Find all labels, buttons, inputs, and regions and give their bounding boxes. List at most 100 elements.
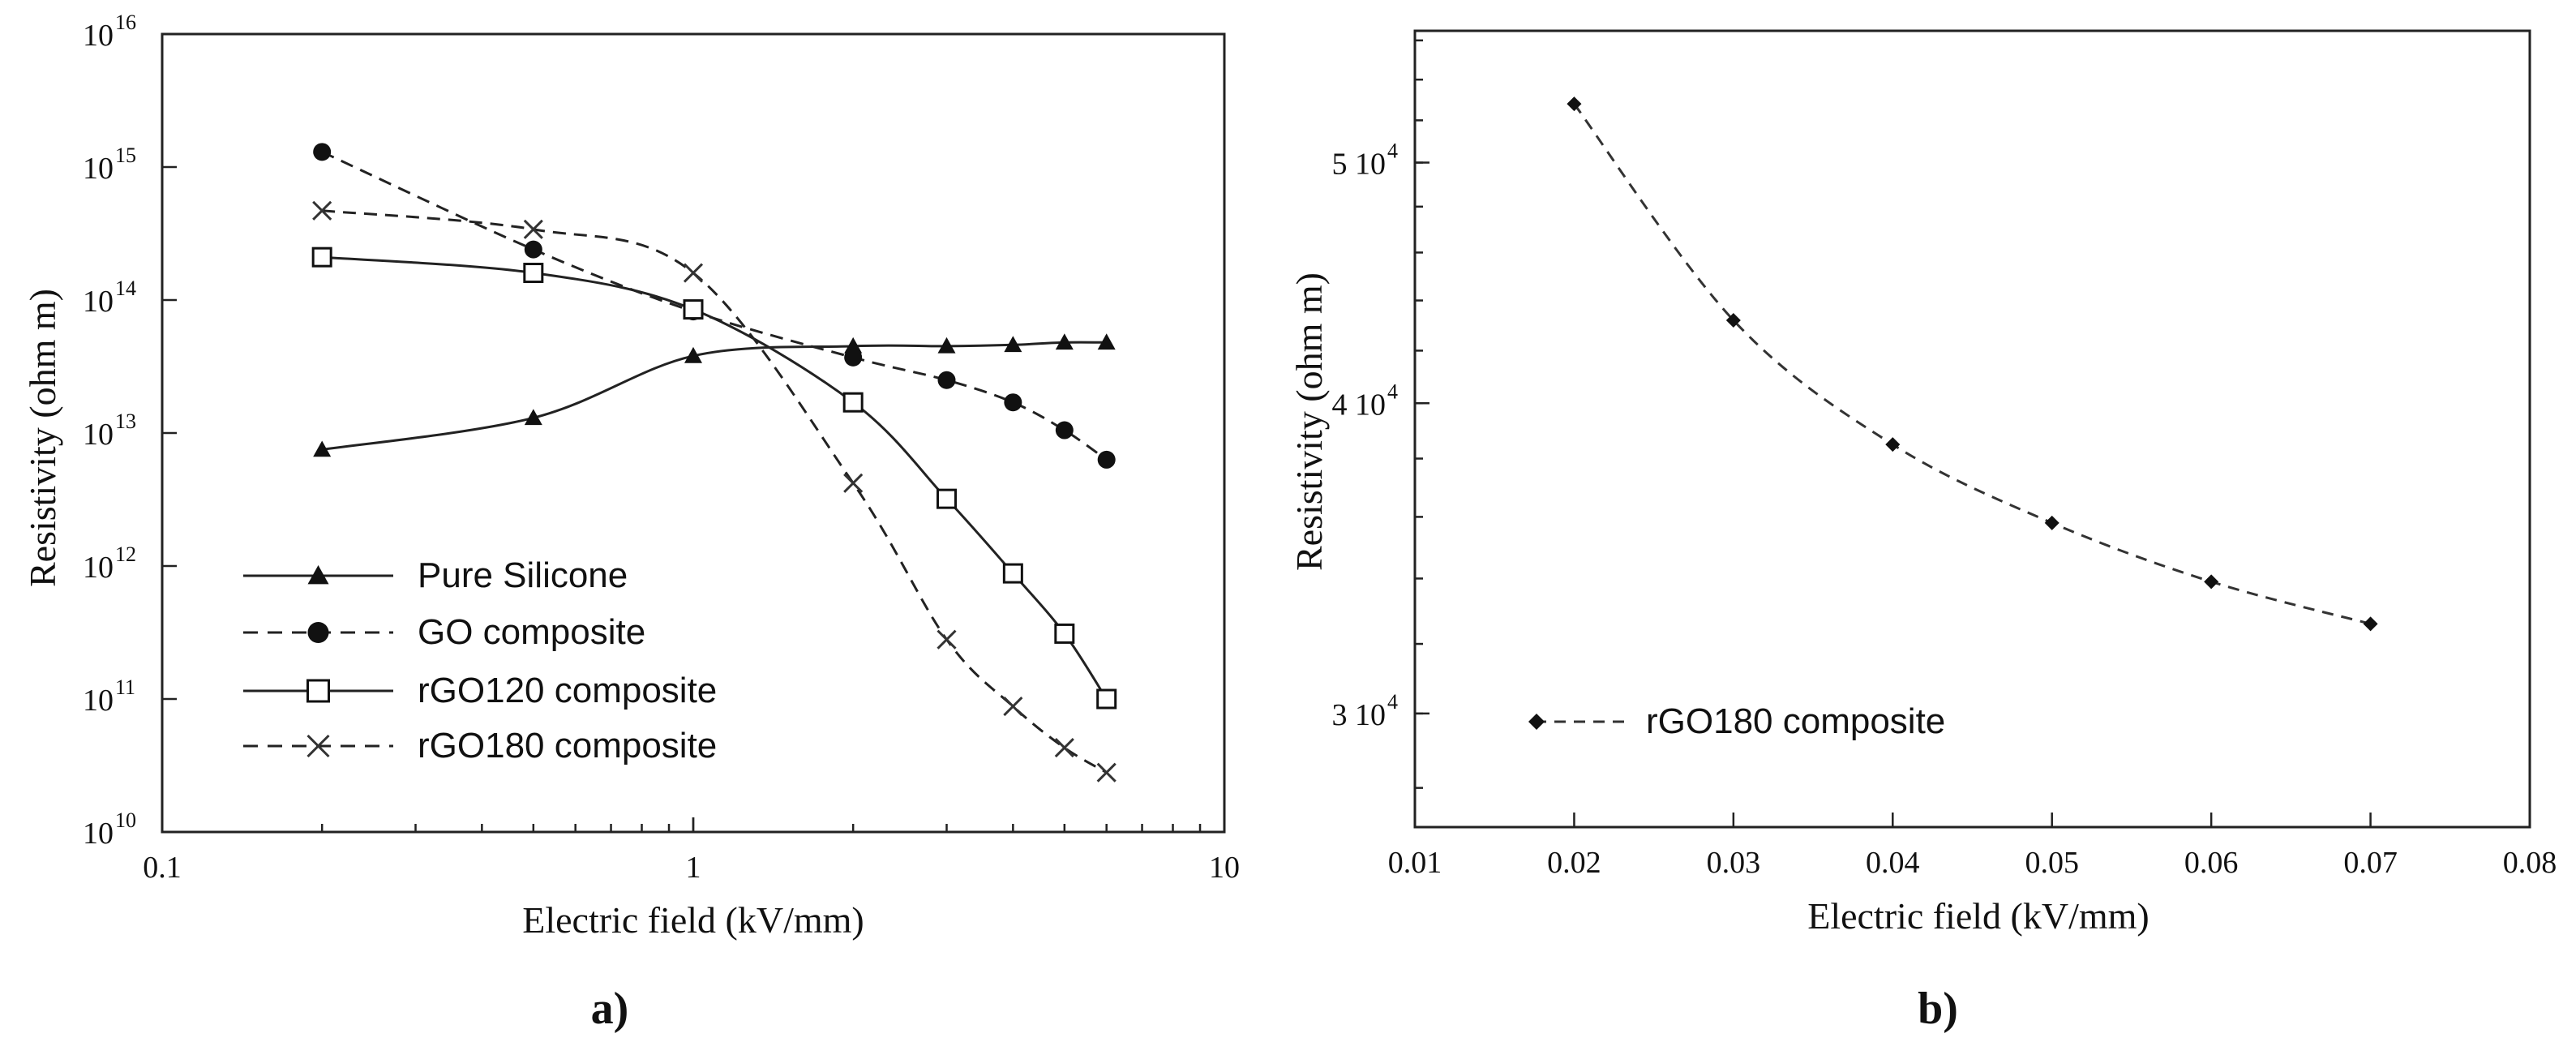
y-tick-label-exponent: 12 (115, 542, 136, 566)
y-tick-label-exponent: 15 (115, 144, 136, 167)
data-point-rgo180-composite-stroke (312, 200, 332, 221)
y-tick-label: 5 10 (1332, 148, 1387, 182)
y-tick-label-exponent: 13 (115, 410, 136, 433)
data-point-rgo180-composite (2363, 616, 2378, 632)
chart-a-ylabel: Resistivity (ohm m) (22, 289, 63, 587)
y-tick-label: 10 (83, 19, 114, 53)
chart-b-legend: rGO180 composite (1528, 701, 1945, 741)
series-line-pure-silicone (321, 341, 1107, 451)
chart-a-panel-label: a) (591, 984, 629, 1034)
y-tick-label-exponent: 4 (1387, 690, 1398, 714)
legend-label-rgo180-composite: rGO180 composite (1646, 701, 1945, 741)
y-tick-label: 10 (83, 152, 114, 186)
y-tick-label: 10 (83, 285, 114, 319)
data-point-rgo180-composite-stroke (937, 629, 957, 650)
data-point-rgo120-composite (523, 263, 544, 284)
data-point-rgo180-composite (312, 200, 332, 221)
data-point-rgo180-composite (2204, 574, 2219, 590)
x-tick-label: 0.1 (143, 851, 182, 885)
data-point-pure-silicone (313, 440, 332, 457)
legend-marker-rgo180-composite-stroke (306, 734, 330, 758)
data-point-pure-silicone (844, 337, 863, 354)
data-point-pure-silicone (1004, 336, 1022, 353)
data-point-rgo180-composite (1567, 96, 1582, 112)
x-tick-label: 0.02 (1547, 846, 1601, 880)
chart-b: 0.01 0.02 0.03 0.04 0.05 0.06 0.07 0.083 10 44 1… (1288, 29, 2557, 1034)
data-point-go-composite (524, 240, 542, 259)
y-tick-label: 10 (83, 551, 114, 585)
series-line-rgo180-composite (1573, 103, 2371, 625)
y-tick-label: 3 10 (1332, 698, 1387, 732)
data-point-rgo180-composite (2044, 515, 2060, 530)
y-tick-label-exponent: 14 (115, 277, 136, 300)
data-point-rgo180-composite (1054, 738, 1074, 758)
y-tick-label: 10 (83, 418, 114, 452)
data-point-go-composite (1004, 393, 1022, 412)
data-point-rgo180-composite (523, 219, 543, 239)
data-point-rgo180-composite-stroke (1096, 762, 1117, 783)
y-tick-label: 4 10 (1332, 388, 1387, 422)
data-point-go-composite (937, 371, 956, 389)
data-point-rgo120-composite (937, 488, 958, 509)
x-tick-label: 0.06 (2184, 846, 2239, 880)
y-tick-label: 10 (83, 817, 114, 851)
data-point-rgo120-composite (1002, 563, 1023, 584)
data-point-rgo180-composite (1003, 697, 1023, 717)
data-point-go-composite (844, 348, 863, 367)
data-point-rgo180-composite (1885, 437, 1901, 452)
data-point-rgo180-composite-stroke (1003, 697, 1023, 717)
data-point-rgo180-composite (683, 263, 704, 283)
chart-a-legend: Pure Silicone GO composite rGO120 composit… (243, 555, 717, 765)
data-point-rgo180-composite (843, 473, 864, 493)
y-tick-label-exponent: 11 (115, 675, 135, 699)
x-tick-label: 0.01 (1388, 846, 1442, 880)
chart-b-frame (1413, 29, 2531, 829)
legend-marker-go-composite (307, 622, 329, 643)
x-tick-label: 1 (686, 851, 701, 885)
series-line-go-composite (321, 150, 1108, 461)
y-tick-label-exponent: 4 (1387, 139, 1398, 163)
legend-marker-rgo120-composite (306, 679, 330, 703)
x-tick-label: 10 (1209, 851, 1240, 885)
x-tick-label: 0.04 (1866, 846, 1920, 880)
data-point-rgo120-composite (842, 392, 864, 413)
legend-label-rgo120-composite: rGO120 composite (418, 671, 717, 710)
legend-marker-rgo180-composite (1528, 714, 1545, 730)
data-point-rgo180-composite-stroke (1054, 738, 1074, 758)
chart-a-xlabel: Electric field (kV/mm) (522, 899, 864, 941)
legend-marker-rgo180-composite (306, 734, 330, 758)
y-tick-label-exponent: 4 (1387, 379, 1398, 403)
y-tick-label-exponent: 16 (115, 11, 136, 34)
data-point-rgo180-composite (937, 629, 957, 650)
data-point-rgo120-composite (683, 299, 704, 320)
y-tick-label-exponent: 10 (115, 808, 136, 832)
data-point-go-composite (313, 143, 332, 161)
data-point-pure-silicone (1097, 333, 1116, 350)
data-point-rgo180-composite-stroke (523, 219, 543, 239)
legend-marker-pure-silicone (307, 565, 329, 585)
legend-label-pure-silicone: Pure Silicone (418, 555, 628, 595)
x-tick-label: 0.05 (2025, 846, 2079, 880)
data-point-go-composite (1055, 421, 1074, 440)
chart-b-panel-label: b) (1918, 984, 1958, 1034)
x-tick-label: 0.07 (2343, 846, 2398, 880)
data-point-rgo120-composite (311, 247, 332, 268)
chart-b-ylabel: Resistivity (ohm m) (1288, 272, 1330, 571)
chart-b-xlabel: Electric field (kV/mm) (1807, 895, 2150, 937)
data-point-pure-silicone (524, 409, 542, 426)
x-tick-label: 0.08 (2503, 846, 2557, 880)
legend-label-go-composite: GO composite (418, 612, 645, 652)
data-point-rgo180-composite (1725, 312, 1741, 328)
data-point-rgo180-composite-stroke (843, 473, 864, 493)
legend-label-rgo180-composite: rGO180 composite (418, 726, 717, 765)
data-point-go-composite (1097, 450, 1116, 469)
data-point-pure-silicone (937, 337, 956, 354)
data-point-rgo120-composite (1054, 623, 1075, 644)
data-point-rgo180-composite (1096, 762, 1117, 783)
y-tick-label: 10 (83, 684, 114, 718)
data-point-pure-silicone (1055, 333, 1074, 350)
data-point-rgo120-composite (1096, 688, 1117, 710)
data-point-rgo180-composite-stroke (683, 263, 704, 283)
